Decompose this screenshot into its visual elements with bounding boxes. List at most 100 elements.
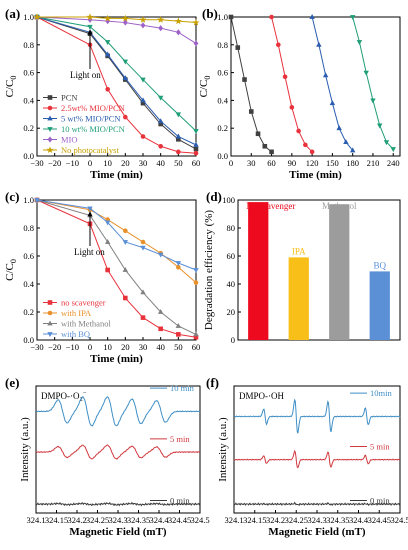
y-axis-label-c: C/C0 — [4, 259, 18, 281]
series-line — [352, 16, 394, 150]
data-point-30 — [140, 245, 146, 251]
series-b-1 — [269, 14, 315, 155]
bar-0 — [248, 202, 269, 340]
legend-marker — [46, 146, 54, 153]
series-b-0 — [228, 14, 274, 155]
x-tick-label: 20 — [121, 158, 130, 168]
y-tick-label: 0.6 — [23, 251, 34, 261]
series-c-1 — [34, 197, 199, 285]
series-line — [271, 16, 313, 153]
data-point-40 — [255, 131, 261, 137]
x-tick-label: 324.45 — [368, 515, 391, 525]
data-point-60 — [193, 150, 199, 156]
y-axis-label-main: C/C — [4, 80, 16, 98]
data-point-50 — [176, 332, 181, 337]
data-point-0 — [228, 14, 234, 20]
panel-label-b: (b) — [202, 6, 218, 21]
data-point-50 — [176, 149, 181, 155]
y-tick-label: 100 — [222, 195, 235, 205]
x-tick-label: 60 — [192, 158, 201, 168]
legend-label: no scavenger — [61, 298, 106, 308]
y-tick-label: 60 — [227, 251, 236, 261]
data-point-200 — [363, 70, 369, 76]
data-point-30 — [140, 22, 146, 29]
legend-marker — [47, 320, 53, 326]
x-tick-label: −30 — [30, 158, 43, 168]
data-point-30 — [140, 77, 146, 83]
legend-label: 5 wt% MIO/PCN — [61, 114, 121, 124]
annotation-light-on-a: Light on — [70, 70, 101, 80]
series-line — [36, 16, 197, 150]
legend-label: PCN — [61, 93, 78, 103]
y-axis-label-b: C/C0 — [198, 76, 212, 98]
x-tick-label: 324.3 — [307, 515, 326, 525]
x-axis-label-c: Time (min) — [90, 353, 143, 365]
data-point-50 — [175, 29, 181, 36]
series-line — [37, 16, 197, 24]
data-point-50 — [175, 133, 182, 139]
y-tick-label: 0.8 — [217, 40, 228, 50]
series-line — [311, 16, 354, 151]
spectrum-f-0 — [233, 398, 401, 434]
x-tick-label: 324.4 — [349, 515, 369, 525]
spectrum-legend-label: 5 min — [370, 442, 390, 452]
data-point-240 — [390, 147, 396, 153]
series-a-5 — [33, 13, 200, 26]
x-axis-label-f: Magnetic Field (mT) — [268, 526, 365, 538]
series-a-3 — [34, 15, 199, 135]
legend-marker — [47, 332, 53, 338]
y-axis-label-main: C/C — [4, 263, 16, 281]
data-point-50 — [175, 261, 182, 267]
legend-label: No photocatalyst — [61, 145, 119, 155]
x-tick-label: 30 — [139, 158, 148, 168]
x-tick-label: 324.2 — [67, 515, 86, 525]
data-point-210 — [370, 98, 376, 104]
data-point-140 — [322, 72, 329, 78]
x-tick-label: 0 — [88, 158, 92, 168]
data-point-10 — [104, 40, 111, 46]
legend-label: 2.5wt% MIO/PCN — [61, 103, 125, 113]
data-point-40 — [157, 308, 164, 314]
x-axis-label-b: Time (min) — [289, 169, 342, 181]
data-point-130 — [316, 41, 322, 47]
x-tick-label: 0 — [88, 342, 92, 352]
spectrum-title-f: DMPO-·OH — [239, 391, 285, 401]
data-point-120 — [309, 13, 315, 19]
x-tick-label: −10 — [66, 158, 79, 168]
x-tick-label: 150 — [326, 158, 339, 168]
y-tick-label: 0.2 — [23, 123, 34, 133]
data-point-20 — [122, 240, 129, 246]
x-tick-label: 60 — [267, 158, 276, 168]
data-point-10 — [104, 51, 111, 57]
data-point--30 — [33, 13, 41, 20]
spectrum-legend-label: 0 min — [170, 495, 190, 505]
data-point-60 — [193, 40, 199, 47]
series-c-3 — [34, 198, 199, 274]
data-point-10 — [235, 45, 241, 50]
legend-label: MIO — [61, 135, 78, 145]
x-axis-label-e: Magnetic Field (mT) — [69, 526, 166, 538]
spectrum-e-0 — [35, 396, 201, 427]
y-tick-label: 0.2 — [23, 307, 34, 317]
data-point-60 — [193, 268, 199, 274]
data-point-150 — [329, 100, 336, 106]
series-line — [36, 16, 197, 44]
y-tick-label: 80 — [227, 223, 236, 233]
series-line — [36, 16, 197, 132]
legend-marker — [47, 115, 53, 121]
data-point-30 — [139, 16, 147, 23]
y-tick-label: 20 — [227, 307, 236, 317]
data-point-20 — [122, 19, 128, 26]
panel-b: 0 30 60 90 120 150 180 210 240 0.0 0.2 0.4 0.6 0.8 1.0… — [198, 6, 401, 181]
panel-label-e: (e) — [5, 375, 19, 390]
plot-area-a — [36, 16, 197, 157]
panel-a: −30 −20 −10 0 10 20 30 40 50 60 0.0 0.2 0.4 0.6 0.8 1.0… — [4, 6, 200, 181]
data-point-40 — [157, 252, 164, 258]
data-point-120 — [309, 149, 315, 155]
x-tick-label: 324.35 — [127, 515, 150, 525]
data-point-20 — [122, 75, 129, 81]
panel-label-c: (c) — [5, 189, 19, 204]
spectrum-e-2 — [35, 501, 201, 507]
data-point-60 — [193, 146, 199, 152]
series-a-4 — [34, 13, 199, 47]
